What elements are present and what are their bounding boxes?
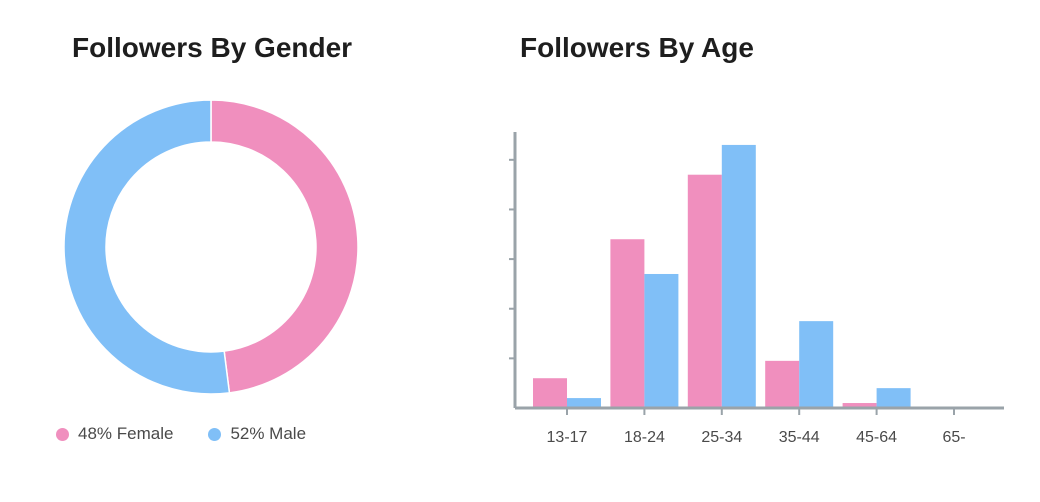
legend-swatch-female — [56, 427, 69, 441]
bar-male-18-24 — [644, 273, 679, 407]
bar-female-35-44 — [765, 360, 800, 407]
x-tick-label-45-64: 45-64 — [856, 429, 897, 446]
x-tick-label-13-17: 13-17 — [547, 429, 588, 446]
gender-legend: 48% Female 52% Male — [56, 424, 341, 444]
x-tick-label-65-: 65- — [942, 429, 965, 446]
legend-item-female: 48% Female — [56, 424, 173, 444]
legend-item-male: 52% Male — [208, 424, 306, 444]
bar-male-25-34 — [721, 144, 756, 407]
age-chart-title: Followers By Age — [520, 32, 754, 63]
bar-female-25-34 — [687, 174, 722, 407]
donut-slice-female — [210, 99, 359, 394]
gender-chart-title: Followers By Gender — [72, 32, 353, 63]
bar-male-13-17 — [567, 398, 601, 407]
bar-male-35-44 — [799, 321, 834, 407]
age-bar-chart: 13-17 18-24 25-34 35-44 45-64 65- — [509, 132, 1004, 446]
gender-donut-chart — [63, 99, 359, 395]
legend-label-male: 52% Male — [230, 424, 307, 443]
donut-slice-male — [63, 99, 231, 395]
legend-swatch-male — [208, 427, 222, 441]
bar-female-13-17 — [533, 378, 567, 407]
bar-female-45-64 — [842, 403, 877, 407]
bar-female-18-24 — [610, 239, 645, 407]
bar-male-45-64 — [876, 388, 911, 407]
x-tick-label-35-44: 35-44 — [779, 429, 820, 446]
x-tick-label-25-34: 25-34 — [701, 429, 742, 446]
x-tick-label-18-24: 18-24 — [624, 429, 665, 446]
legend-label-female: 48% Female — [78, 424, 174, 443]
